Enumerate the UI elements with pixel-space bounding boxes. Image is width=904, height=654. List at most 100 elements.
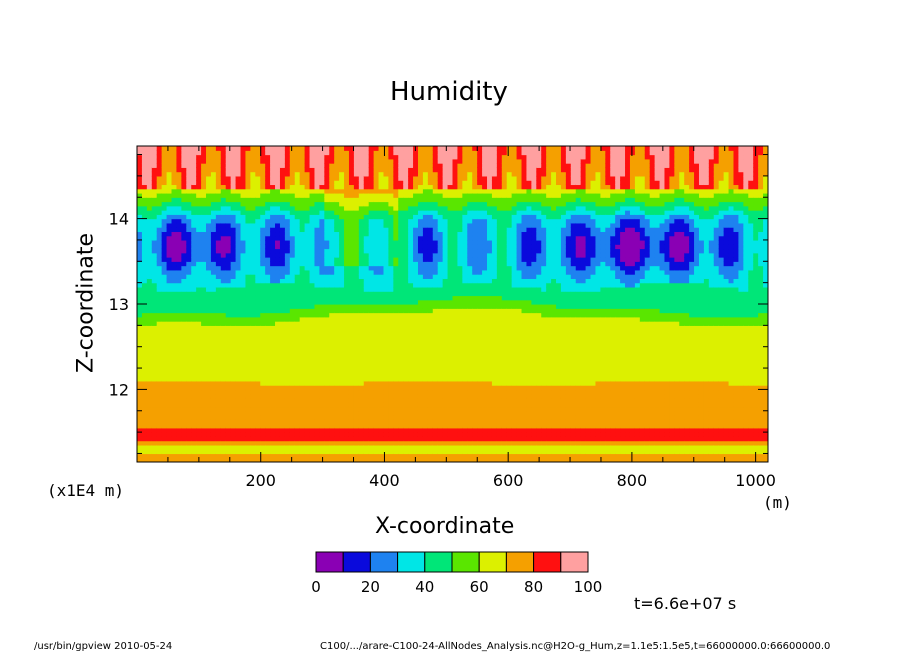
heatmap-cell [191,274,197,279]
heatmap-cell [171,444,178,450]
heatmap-cell [314,380,320,386]
heatmap-cell [240,265,247,271]
heatmap-cell [373,282,380,288]
heatmap-cell [348,150,355,156]
heatmap-cell [334,180,340,186]
heatmap-cell [344,244,350,250]
heatmap-cell [215,180,222,186]
heatmap-cell [353,210,360,215]
heatmap-cell [275,180,281,186]
heatmap-cell [334,269,340,275]
heatmap-cell [294,304,301,309]
heatmap-cell [457,415,463,420]
heatmap-cell [191,231,197,237]
heatmap-cell [141,163,148,168]
heatmap-cell [319,355,325,361]
heatmap-cell [250,150,256,156]
heatmap-cell [156,329,163,335]
heatmap-cell [388,389,394,395]
heatmap-cell [265,376,271,382]
heatmap-cell [447,312,454,318]
heatmap-cell [373,423,380,429]
heatmap-cell [403,154,409,160]
heatmap-cell [235,346,242,352]
heatmap-cell [166,333,173,339]
heatmap-cell [417,457,424,462]
heatmap-cell [304,385,311,391]
heatmap-cell [289,257,296,262]
heatmap-cell [413,333,419,339]
heatmap-cell [398,415,404,420]
heatmap-cell [284,321,291,326]
heatmap-cell [250,449,256,455]
heatmap-cell [422,252,429,258]
heatmap-cell [181,385,187,391]
heatmap-cell [339,312,345,318]
heatmap-cell [225,355,232,361]
heatmap-cell [176,397,182,403]
heatmap-cell [417,427,424,433]
heatmap-cell [206,380,212,386]
heatmap-cell [240,231,247,237]
heatmap-cell [181,372,187,378]
heatmap-cell [422,359,429,365]
heatmap-cell [270,397,276,403]
heatmap-cell [201,338,207,344]
heatmap-cell [265,312,271,318]
heatmap-cell [422,201,429,207]
heatmap-cell [324,389,330,395]
heatmap-cell [368,154,375,160]
heatmap-cell [457,218,463,224]
heatmap-cell [171,410,178,416]
heatmap-cell [309,427,316,433]
heatmap-cell [378,338,385,344]
heatmap-cell [348,269,355,275]
heatmap-cell [334,304,340,309]
heatmap-cell [196,269,202,275]
heatmap-cell [181,308,187,314]
heatmap-cell [196,278,202,284]
heatmap-cell [447,427,454,433]
heatmap-cell [403,419,409,425]
heatmap-cell [368,175,375,181]
heatmap-cell [447,291,454,297]
heatmap-cell [388,158,394,164]
heatmap-cell [437,427,444,433]
heatmap-cell [137,380,143,386]
heatmap-cell [319,252,325,258]
heatmap-cell [215,167,222,173]
heatmap-cell [462,355,468,361]
heatmap-cell [265,385,271,391]
heatmap-cell [393,175,399,181]
heatmap-cell [141,440,148,446]
heatmap-cell [161,308,168,314]
heatmap-cell [393,376,399,382]
heatmap-cell [176,269,182,275]
heatmap-cell [432,338,439,344]
heatmap-cell [403,295,409,301]
heatmap-cell [403,235,409,241]
heatmap-cell [146,350,153,356]
heatmap-cell [250,415,256,420]
heatmap-cell [314,197,320,203]
heatmap-cell [260,372,266,378]
heatmap-cell [462,154,468,160]
heatmap-cell [255,397,261,403]
heatmap-cell [373,167,380,173]
heatmap-cell [275,154,281,160]
heatmap-cell [309,432,316,437]
heatmap-cell [334,163,340,168]
heatmap-cell [393,180,399,186]
heatmap-cell [151,158,158,164]
heatmap-cell [432,210,439,215]
heatmap-cell [240,380,247,386]
heatmap-cell [196,235,202,241]
heatmap-cell [393,214,399,220]
heatmap-cell [334,167,340,173]
heatmap-cell [408,227,414,233]
heatmap-cell [156,316,163,322]
heatmap-cell [294,274,301,279]
heatmap-cell [289,308,296,314]
heatmap-cell [171,397,178,403]
heatmap-cell [309,214,316,220]
